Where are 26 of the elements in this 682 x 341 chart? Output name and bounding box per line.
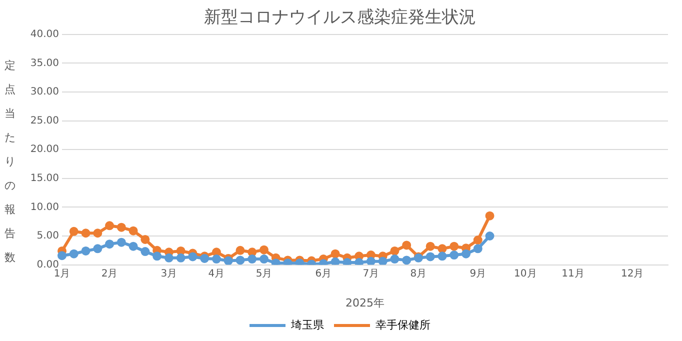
x-tick-label: 12月 bbox=[620, 268, 644, 280]
x-tick-label: 7月 bbox=[362, 268, 380, 280]
y-tick-label: 35.00 bbox=[30, 58, 59, 69]
chart-title: 新型コロナウイルス感染症発生状況 bbox=[204, 8, 476, 28]
x-tick-label: 10月 bbox=[514, 268, 537, 280]
x-tick-label: 2月 bbox=[101, 268, 118, 280]
x-tick-label: 11月 bbox=[562, 268, 584, 280]
x-axis-title: 2025年 bbox=[346, 296, 384, 310]
text: 定点当たりの報告数 bbox=[4, 59, 16, 264]
x-tick-label: 8月 bbox=[410, 268, 427, 280]
y-tick-label: 15.00 bbox=[30, 172, 59, 184]
x-tick-label: 6月 bbox=[315, 268, 332, 280]
y-tick-label: 5.00 bbox=[36, 230, 59, 242]
y-tick-label: 40.00 bbox=[30, 28, 59, 40]
x-tick-label: 1月 bbox=[54, 268, 70, 280]
y-tick-label: 20.00 bbox=[30, 144, 59, 156]
x-tick-label: 9月 bbox=[470, 268, 486, 280]
x-tick-label: 5月 bbox=[256, 268, 272, 280]
y-tick-label: 10.00 bbox=[30, 202, 59, 213]
y-tick-label: 25.00 bbox=[30, 115, 59, 126]
legend-label: 幸手保健所 bbox=[376, 318, 430, 332]
y-tick-label: 0.00 bbox=[36, 259, 59, 270]
legend-label: 埼玉県 bbox=[290, 318, 324, 332]
x-tick-label: 3月 bbox=[160, 268, 178, 280]
x-tick-label: 4月 bbox=[208, 268, 225, 280]
y-tick-label: 30.00 bbox=[30, 86, 59, 98]
